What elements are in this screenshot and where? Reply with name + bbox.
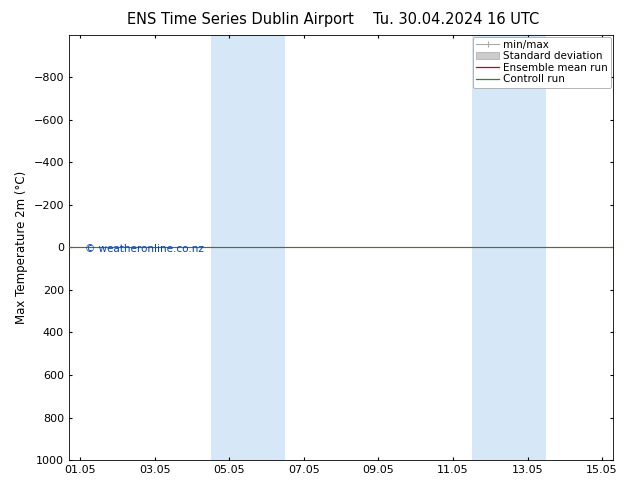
Text: Tu. 30.04.2024 16 UTC: Tu. 30.04.2024 16 UTC (373, 12, 540, 27)
Legend: min/max, Standard deviation, Ensemble mean run, Controll run: min/max, Standard deviation, Ensemble me… (473, 37, 611, 88)
Text: © weatheronline.co.nz: © weatheronline.co.nz (85, 245, 204, 254)
Bar (210, 35, 285, 460)
Bar (472, 35, 546, 460)
Text: ENS Time Series Dublin Airport: ENS Time Series Dublin Airport (127, 12, 354, 27)
Y-axis label: Max Temperature 2m (°C): Max Temperature 2m (°C) (15, 171, 28, 324)
